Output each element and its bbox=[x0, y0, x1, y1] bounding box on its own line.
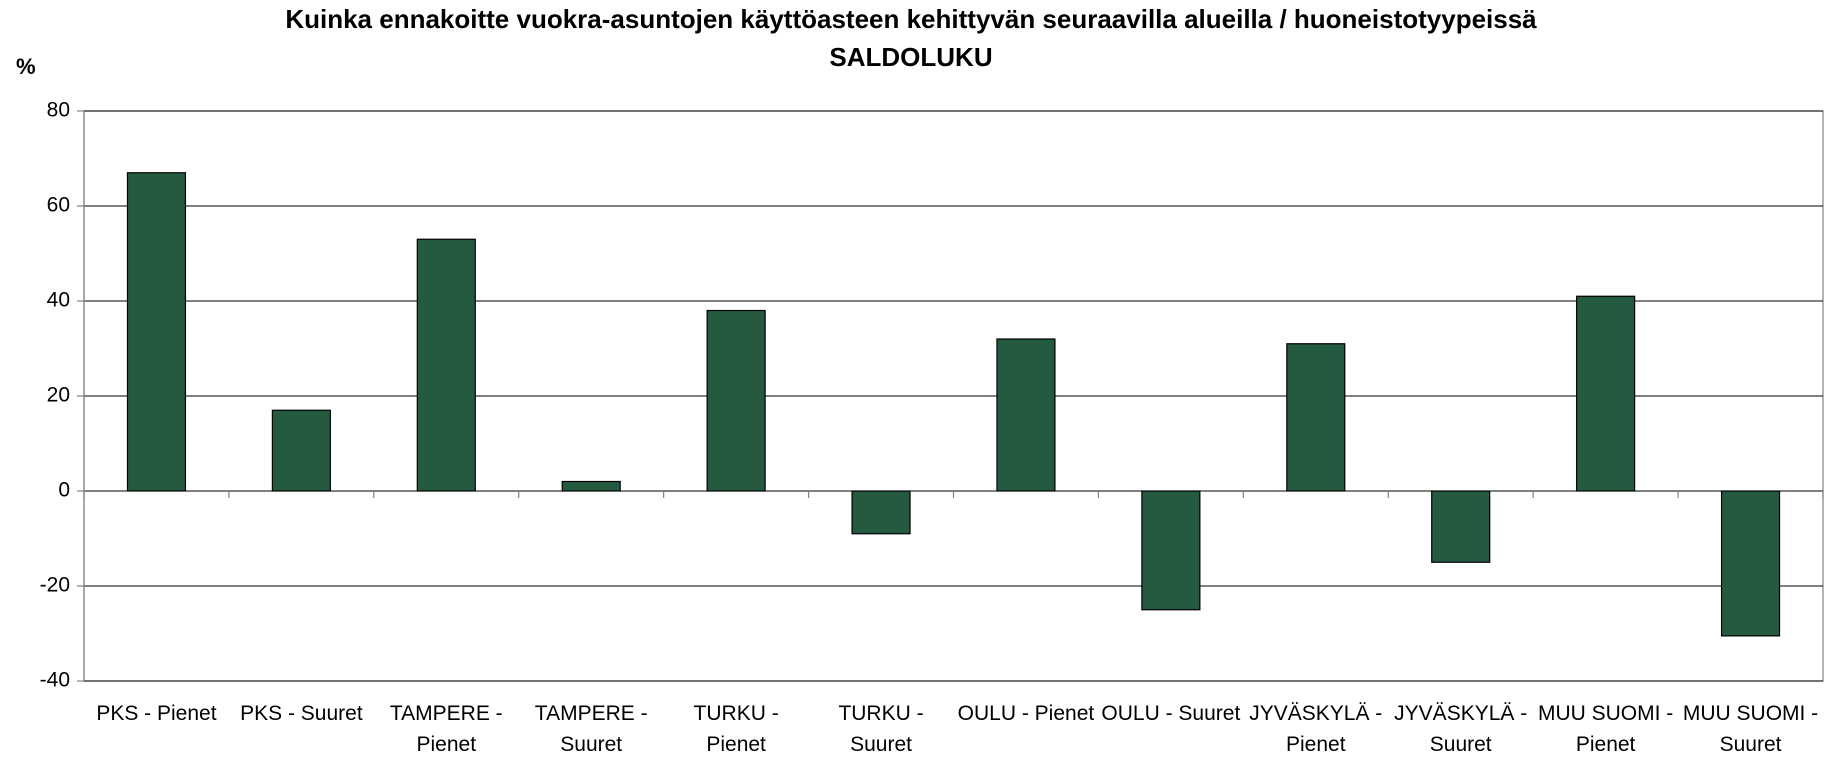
bar bbox=[271, 409, 331, 492]
x-tick-label: JYVÄSKYLÄ - Suuret bbox=[1394, 702, 1528, 756]
x-tick-label: OULU - Suuret bbox=[1101, 702, 1241, 725]
x-tick-label: OULU - Pienet bbox=[957, 702, 1095, 725]
bar bbox=[706, 309, 766, 492]
bar bbox=[1141, 490, 1201, 611]
x-tick-label: PKS - Pienet bbox=[96, 702, 217, 725]
bar bbox=[1576, 295, 1636, 492]
x-tick-label: TURKU - Pienet bbox=[693, 702, 779, 756]
chart-title: Kuinka ennakoitte vuokra-asuntojen käytt… bbox=[285, 4, 1537, 34]
x-tick-label: MUU SUOMI - Pienet bbox=[1537, 702, 1674, 756]
bar bbox=[126, 172, 187, 492]
y-tick-label: 0 bbox=[58, 479, 70, 502]
y-tick-label: 40 bbox=[47, 289, 70, 312]
x-tick-label: PKS - Suuret bbox=[240, 702, 363, 725]
x-tick-label: TURKU - Suuret bbox=[838, 702, 924, 756]
y-tick-label: -20 bbox=[40, 574, 70, 597]
bar bbox=[851, 490, 911, 535]
y-tick-label: 80 bbox=[47, 99, 70, 122]
y-tick-label: 20 bbox=[47, 384, 70, 407]
bar bbox=[561, 480, 621, 492]
x-tick-label: JYVÄSKYLÄ - Pienet bbox=[1249, 702, 1383, 756]
bar bbox=[1720, 490, 1781, 637]
x-tick-label: TAMPERE - Suuret bbox=[534, 702, 648, 756]
y-axis-label: % bbox=[16, 54, 36, 79]
x-tick-label: MUU SUOMI - Suuret bbox=[1682, 702, 1819, 756]
bar bbox=[1431, 490, 1491, 563]
bar bbox=[416, 238, 476, 492]
bar bbox=[996, 338, 1056, 492]
y-tick-label: 60 bbox=[47, 194, 70, 217]
chart-subtitle: SALDOLUKU bbox=[829, 42, 992, 72]
y-tick-label: -40 bbox=[40, 669, 70, 692]
bar bbox=[1286, 343, 1346, 492]
x-tick-label: TAMPERE - Pienet bbox=[389, 702, 503, 756]
